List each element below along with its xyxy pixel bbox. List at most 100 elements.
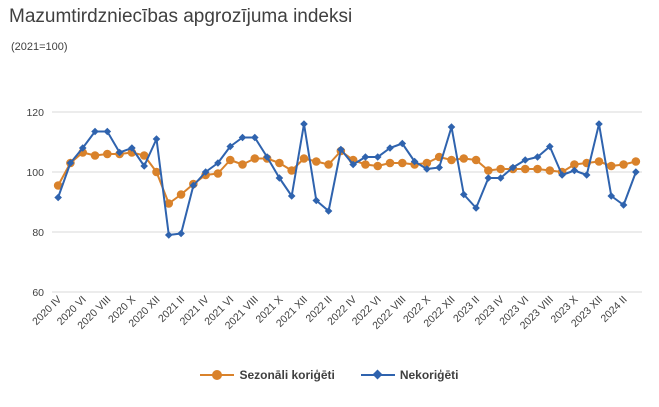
data-point — [349, 160, 357, 169]
data-point — [361, 153, 370, 161]
data-point — [214, 159, 222, 167]
data-point — [632, 168, 640, 176]
data-point — [300, 120, 308, 128]
y-tick-label: 100 — [26, 167, 44, 179]
data-point — [299, 154, 309, 163]
data-point — [595, 120, 603, 128]
data-point — [324, 160, 333, 169]
data-point — [484, 174, 493, 182]
chart-title: Mazumtirdzniecības apgrozījuma indeksi — [9, 6, 353, 27]
data-point — [386, 144, 394, 152]
data-point — [484, 166, 493, 175]
data-point — [607, 192, 616, 200]
data-point — [545, 166, 555, 175]
data-point — [533, 164, 542, 174]
data-point — [361, 160, 370, 169]
y-tick-label: 60 — [32, 287, 44, 299]
data-point — [509, 163, 517, 172]
data-point — [337, 145, 345, 154]
data-point — [459, 154, 469, 163]
legend-label-unadjusted: Nekoriģēti — [399, 368, 459, 382]
data-point — [533, 153, 542, 161]
data-point — [226, 142, 235, 151]
data-point — [570, 160, 579, 169]
data-point — [128, 144, 136, 152]
data-point — [311, 157, 321, 166]
data-point — [373, 153, 382, 161]
legend-item-seasonal: Sezonāli koriģēti — [200, 368, 335, 382]
data-point — [189, 181, 198, 190]
data-point — [619, 201, 628, 209]
circle-marker-icon — [200, 369, 235, 381]
data-point — [275, 174, 284, 182]
data-point — [422, 158, 432, 168]
data-point — [398, 139, 407, 148]
data-point — [177, 229, 185, 238]
y-tick-label: 80 — [32, 227, 44, 239]
data-point — [520, 164, 530, 174]
data-point — [606, 161, 616, 171]
data-point — [115, 148, 124, 157]
data-point — [54, 193, 62, 202]
data-point — [139, 151, 149, 160]
data-point — [423, 165, 431, 173]
data-point — [582, 171, 591, 179]
data-point — [312, 196, 321, 205]
data-point — [521, 156, 530, 164]
data-point — [201, 168, 210, 176]
data-point — [90, 151, 100, 160]
series-group — [53, 120, 641, 239]
data-point — [91, 127, 99, 136]
data-point — [435, 163, 443, 172]
data-point — [447, 155, 456, 165]
data-point — [410, 157, 419, 166]
data-point — [103, 127, 112, 136]
data-point — [459, 190, 468, 199]
data-point — [164, 231, 173, 239]
data-point — [152, 167, 161, 177]
series-line — [57, 123, 637, 236]
data-point — [324, 207, 333, 215]
data-point — [373, 161, 383, 171]
data-point — [631, 157, 641, 166]
x-tick-label: 2024 II — [598, 294, 629, 325]
data-point — [225, 155, 235, 165]
data-point — [238, 160, 247, 169]
data-point — [558, 171, 566, 179]
y-axis-ticks: 60 80 100 120 — [26, 107, 44, 299]
legend-item-unadjusted: Nekoriģēti — [360, 368, 459, 382]
data-point — [53, 181, 63, 190]
gridlines — [52, 111, 642, 293]
legend: Sezonāli koriģēti Nekoriģēti — [0, 368, 659, 382]
data-point — [496, 174, 505, 182]
data-point — [570, 166, 579, 175]
data-point — [66, 159, 75, 167]
data-point — [287, 192, 296, 200]
data-point — [471, 155, 481, 165]
data-point — [176, 190, 186, 199]
data-point — [594, 157, 604, 166]
data-point — [546, 142, 554, 151]
data-point — [275, 158, 284, 168]
data-point — [164, 199, 174, 208]
data-point — [103, 149, 112, 159]
data-point — [152, 135, 161, 143]
data-point — [238, 133, 247, 142]
y-tick-label: 120 — [26, 107, 44, 119]
data-point — [213, 169, 223, 178]
data-point — [78, 144, 87, 152]
data-point — [619, 160, 628, 169]
data-point — [496, 164, 505, 174]
data-point — [447, 123, 456, 131]
legend-label-seasonal: Sezonāli koriģēti — [239, 368, 335, 382]
data-point — [398, 158, 407, 168]
chart-subtitle: (2021=100) — [11, 41, 68, 53]
data-point — [140, 162, 148, 170]
data-point — [385, 158, 395, 168]
data-point — [472, 204, 480, 212]
data-point — [250, 154, 260, 163]
series-unadjusted — [54, 120, 640, 239]
data-point — [287, 166, 296, 175]
